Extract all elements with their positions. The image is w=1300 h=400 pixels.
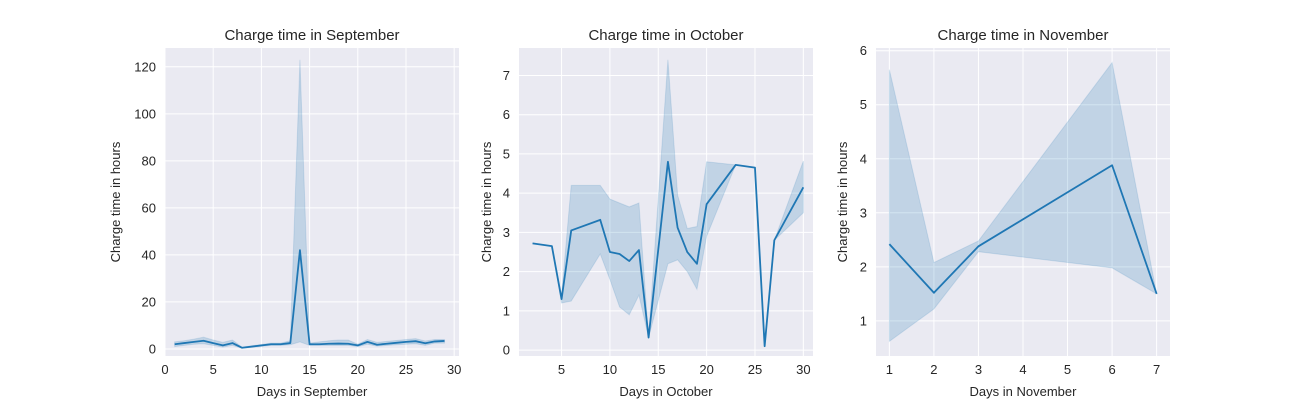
x-tick-label: 30 [796, 362, 810, 377]
x-tick-labels: 0 5 10 15 20 25 30 [161, 362, 461, 377]
x-tick-label: 15 [651, 362, 665, 377]
series-line [174, 249, 445, 349]
y-tick-label: 6 [503, 107, 510, 122]
gridlines [519, 48, 813, 356]
y-tick-label: 120 [134, 59, 156, 74]
y-tick-label: 5 [860, 97, 867, 112]
y-tick-label: 4 [860, 151, 867, 166]
x-tick-label: 3 [975, 362, 982, 377]
x-tick-label: 5 [210, 362, 217, 377]
x-tick-label: 6 [1108, 362, 1115, 377]
y-tick-label: 0 [503, 343, 510, 358]
y-tick-label: 3 [503, 225, 510, 240]
series-line [532, 160, 805, 348]
y-tick-label: 1 [860, 313, 867, 328]
y-tick-label: 0 [149, 341, 156, 356]
gridlines [164, 48, 459, 356]
y-tick-label: 3 [860, 205, 867, 220]
confidence-band [174, 59, 446, 349]
x-tick-label: 5 [1064, 362, 1071, 377]
confidence-band [888, 61, 1158, 343]
y-tick-label: 6 [860, 43, 867, 58]
y-axis-label: Charge time in hours [835, 141, 850, 262]
y-tick-label: 1 [503, 303, 510, 318]
x-axis-label: Days in November [970, 384, 1078, 399]
x-tick-label: 10 [254, 362, 268, 377]
x-tick-label: 30 [447, 362, 461, 377]
x-tick-label: 4 [1019, 362, 1026, 377]
chart-title: Charge time in November [938, 27, 1109, 44]
chart-title: Charge time in October [588, 27, 743, 44]
x-tick-label: 25 [748, 362, 762, 377]
y-tick-label: 7 [503, 68, 510, 83]
confidence-band [532, 59, 804, 347]
y-tick-label: 2 [860, 259, 867, 274]
x-tick-labels: 1 2 3 4 5 6 7 [886, 362, 1161, 377]
y-tick-label: 4 [503, 186, 510, 201]
subplot-october: 5 10 15 20 25 30 0 1 2 3 4 5 6 7 Charge time in Octo… [479, 27, 813, 399]
y-tick-label: 60 [142, 200, 156, 215]
y-tick-label: 100 [134, 106, 156, 121]
y-tick-label: 80 [142, 153, 156, 168]
x-tick-label: 5 [558, 362, 565, 377]
y-tick-label: 40 [142, 247, 156, 262]
y-tick-label: 20 [142, 294, 156, 309]
chart-title: Charge time in September [224, 27, 399, 44]
subplot-september: 0 5 10 15 20 25 30 0 20 40 60 80 100 120 Charge time… [108, 27, 461, 399]
y-tick-labels: 0 1 2 3 4 5 6 7 [503, 68, 510, 358]
x-tick-label: 2 [930, 362, 937, 377]
x-tick-label: 25 [399, 362, 413, 377]
gridlines [876, 48, 1170, 356]
x-tick-label: 7 [1153, 362, 1160, 377]
subplot-november: 1 2 3 4 5 6 7 1 2 3 4 5 6 Charge time in November D… [835, 27, 1170, 399]
y-tick-label: 5 [503, 146, 510, 161]
series-line [888, 164, 1158, 295]
y-tick-label: 2 [503, 264, 510, 279]
x-axis-label: Days in September [257, 384, 368, 399]
y-tick-labels: 1 2 3 4 5 6 [860, 43, 867, 328]
x-tick-label: 20 [351, 362, 365, 377]
x-axis-label: Days in October [619, 384, 713, 399]
x-tick-label: 1 [886, 362, 893, 377]
plot-area [165, 48, 459, 356]
x-tick-labels: 5 10 15 20 25 30 [558, 362, 811, 377]
x-tick-label: 0 [161, 362, 168, 377]
x-tick-label: 15 [302, 362, 316, 377]
y-axis-label: Charge time in hours [479, 141, 494, 262]
y-axis-label: Charge time in hours [108, 141, 123, 262]
x-tick-label: 10 [603, 362, 617, 377]
x-tick-label: 20 [699, 362, 713, 377]
plot-area [519, 48, 813, 356]
y-tick-labels: 0 20 40 60 80 100 120 [134, 59, 156, 356]
